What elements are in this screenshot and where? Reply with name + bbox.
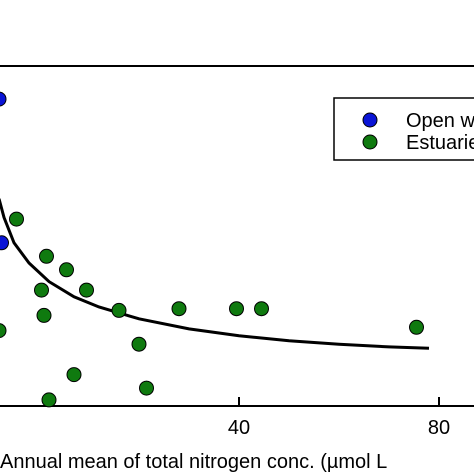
x-tick-label: 80 [428, 417, 450, 439]
x-axis-ticks: 40 80 [228, 397, 450, 439]
x-tick-label: 40 [228, 417, 250, 439]
legend-label-estuaries: Estuarie [406, 132, 474, 154]
data-point-estuaries [131, 336, 147, 352]
data-point-estuaries [111, 302, 127, 318]
data-point-estuaries [34, 282, 49, 298]
data-points [0, 91, 424, 408]
data-point-estuaries [254, 301, 269, 317]
data-point-estuaries [9, 211, 24, 227]
legend-marker-estuaries [362, 134, 378, 150]
data-point-estuaries [409, 319, 424, 335]
data-point-estuaries [59, 262, 74, 278]
data-point-estuaries [171, 301, 187, 317]
data-point-open-water [0, 235, 9, 251]
data-point-estuaries [79, 282, 94, 298]
legend-box [333, 97, 474, 161]
legend-label-open-water: Open w [406, 110, 474, 132]
data-point-estuaries [41, 392, 57, 408]
legend-marker-open-water [362, 112, 378, 128]
legend: Open w Estuarie [333, 97, 474, 161]
data-point-estuaries [36, 307, 52, 323]
data-point-estuaries [39, 248, 54, 264]
data-point-estuaries [139, 380, 154, 396]
data-point-estuaries [229, 301, 244, 317]
data-point-estuaries [0, 323, 7, 339]
plot-frame [0, 65, 474, 407]
data-point-estuaries [66, 367, 82, 383]
x-axis-title: Annual mean of total nitrogen conc. (µmo… [0, 451, 387, 473]
data-point-open-water [0, 91, 7, 107]
